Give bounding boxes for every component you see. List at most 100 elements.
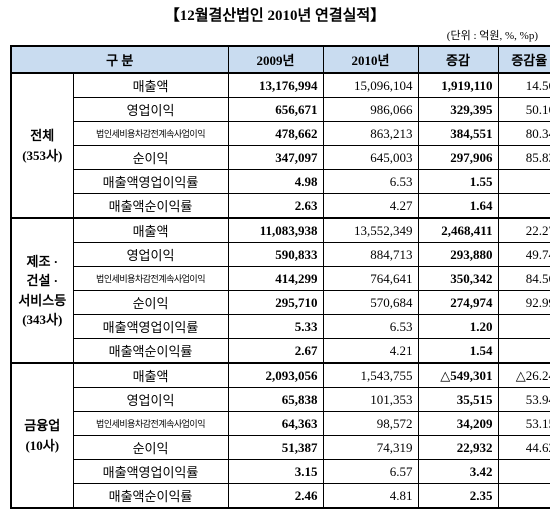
value-cell: 98,572: [322, 411, 419, 436]
value-cell: 884,713: [322, 242, 419, 267]
value-cell: 350,342: [417, 266, 499, 291]
value-cell: 74,319: [322, 435, 419, 460]
value-cell: 14.56: [497, 72, 550, 98]
row-label: 매출액: [72, 362, 229, 388]
value-cell: 986,066: [322, 97, 419, 122]
value-cell: 1,919,110: [417, 72, 499, 98]
value-cell: 1.20: [417, 314, 499, 339]
table-row: 제조 · 건설 · 서비스등 (343사) 매출액 11,083,938 13,552…: [10, 217, 550, 364]
row-label: 영업이익: [72, 387, 229, 412]
value-cell: 11,083,938: [227, 217, 324, 243]
value-cell: 35,515: [417, 387, 499, 412]
row-label: 법인세비용차감전계속사업이익: [72, 121, 229, 146]
value-cell: 2,093,056: [227, 362, 324, 388]
value-cell: 3.15: [227, 459, 324, 484]
value-cell: 5.33: [227, 314, 324, 339]
value-cell: 347,097: [227, 145, 324, 170]
row-label: 매출액순이익률: [72, 483, 229, 509]
value-cell: 570,684: [322, 290, 419, 315]
group-label: 금융업 (10사): [10, 362, 74, 509]
value-cell: 295,710: [227, 290, 324, 315]
value-cell: 863,213: [322, 121, 419, 146]
value-cell: 64,363: [227, 411, 324, 436]
header-cell: 2010년: [322, 45, 419, 74]
group-label: 전체 (353사): [10, 72, 74, 219]
value-cell: 297,906: [417, 145, 499, 170]
value-cell: 50.16: [497, 97, 550, 122]
value-cell: 2.35: [417, 483, 499, 509]
value-cell: 2.67: [227, 338, 324, 364]
value-cell: 764,641: [322, 266, 419, 291]
row-label: 영업이익: [72, 97, 229, 122]
empty-cell: [497, 338, 550, 364]
row-label: 매출액순이익률: [72, 193, 229, 219]
value-cell: 293,880: [417, 242, 499, 267]
value-cell: 384,551: [417, 121, 499, 146]
value-cell: 22.27: [497, 217, 550, 243]
value-cell: 274,974: [417, 290, 499, 315]
value-cell: 34,209: [417, 411, 499, 436]
row-label: 영업이익: [72, 242, 229, 267]
value-cell: 656,671: [227, 97, 324, 122]
header-row: 구 분 2009년 2010년 증감 증감율: [10, 45, 550, 74]
row-label: 매출액영업이익률: [72, 169, 229, 194]
value-cell: 44.62: [497, 435, 550, 460]
value-cell: 22,932: [417, 435, 499, 460]
value-cell: 2.46: [227, 483, 324, 509]
row-label: 법인세비용차감전계속사업이익: [72, 411, 229, 436]
table-row: 매출액순이익률 2.67 4.21 1.54: [11, 338, 550, 364]
value-cell: 4.81: [322, 483, 419, 509]
value-cell: 1.55: [417, 169, 499, 194]
table-row: 매출액순이익률 2.46 4.81 2.35: [11, 483, 550, 509]
header-cell: 증감율: [497, 45, 550, 74]
value-cell: 80.34: [497, 121, 550, 146]
table-row: 전체 (353사) 매출액 13,176,994 15,096,104 1,919,11…: [10, 72, 550, 219]
value-cell: 101,353: [322, 387, 419, 412]
empty-cell: [497, 169, 550, 194]
row-label: 법인세비용차감전계속사업이익: [72, 266, 229, 291]
table-row: 매출액영업이익률 5.33 6.53 1.20: [11, 314, 550, 339]
value-cell: 478,662: [227, 121, 324, 146]
value-cell: 13,176,994: [227, 72, 324, 98]
row-label: 매출액영업이익률: [72, 314, 229, 339]
table-row: 매출액순이익률 2.63 4.27 1.64: [11, 193, 550, 219]
value-cell: 6.57: [322, 459, 419, 484]
empty-cell: [497, 483, 550, 509]
value-cell: 53.15: [497, 411, 550, 436]
value-cell: △549,301: [417, 362, 499, 388]
table-body: 전체 (353사) 매출액 13,176,994 15,096,104 1,919,11…: [10, 72, 550, 509]
value-cell: 1.64: [417, 193, 499, 219]
value-cell: 4.27: [322, 193, 419, 219]
value-cell: 85.83: [497, 145, 550, 170]
row-label: 순이익: [72, 145, 229, 170]
table-row: 매출액영업이익률 4.98 6.53 1.55: [11, 169, 550, 194]
value-cell: 645,003: [322, 145, 419, 170]
value-cell: 15,096,104: [322, 72, 419, 98]
value-cell: 4.21: [322, 338, 419, 364]
value-cell: 92.99: [497, 290, 550, 315]
results-table: 구 분 2009년 2010년 증감 증감율 전체 (353사) 매출액 13,176,99…: [10, 45, 550, 509]
value-cell: 6.53: [322, 169, 419, 194]
value-cell: 13,552,349: [322, 217, 419, 243]
value-cell: 49.74: [497, 242, 550, 267]
value-cell: 51,387: [227, 435, 324, 460]
value-cell: 6.53: [322, 314, 419, 339]
value-cell: 414,299: [227, 266, 324, 291]
value-cell: 1,543,755: [322, 362, 419, 388]
header-cell: 증감: [417, 45, 499, 74]
group-label: 제조 · 건설 · 서비스등 (343사): [10, 217, 74, 364]
table-row: 매출액영업이익률 3.15 6.57 3.42: [11, 459, 550, 484]
row-label: 매출액: [72, 72, 229, 98]
header-cell: 2009년: [227, 45, 324, 74]
title: 【12월결산법인 2010년 연결실적】: [164, 8, 386, 24]
value-cell: 4.98: [227, 169, 324, 194]
